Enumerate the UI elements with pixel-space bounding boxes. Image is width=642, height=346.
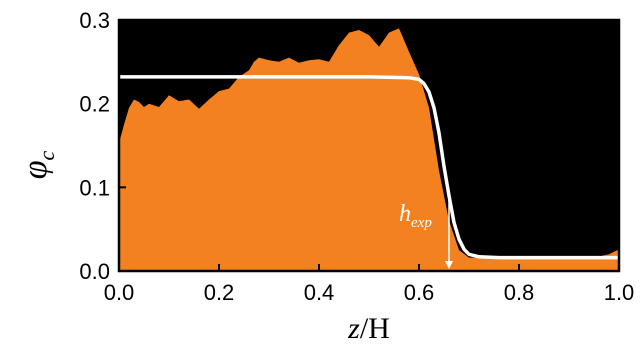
x-axis-label: z/H — [347, 312, 390, 345]
y-axis-label: φc — [17, 150, 59, 179]
hexp-label: hexp — [399, 201, 432, 231]
x-tick-labels: 0.0 0.2 0.4 0.6 0.8 1.0 — [104, 280, 635, 305]
y-tick-label: 0.3 — [79, 8, 110, 33]
x-tick-label: 0.0 — [104, 280, 135, 305]
x-tick-label: 0.6 — [404, 280, 435, 305]
plot-frame — [117, 18, 621, 273]
y-tick-label: 0.1 — [79, 175, 110, 200]
concentration-area — [119, 28, 619, 272]
hexp-arrow-head — [445, 261, 453, 269]
y-tick-labels: 0.0 0.1 0.2 0.3 — [79, 8, 110, 284]
x-tick-label: 0.8 — [504, 280, 535, 305]
hexp-annotation: hexp — [399, 192, 453, 269]
x-tick-label: 0.4 — [304, 280, 335, 305]
x-tick-label: 0.2 — [204, 280, 235, 305]
y-tick-label: 0.2 — [79, 92, 110, 117]
y-tick-label: 0.0 — [79, 259, 110, 284]
fit-curve — [119, 75, 619, 260]
x-tick-label: 1.0 — [604, 280, 635, 305]
